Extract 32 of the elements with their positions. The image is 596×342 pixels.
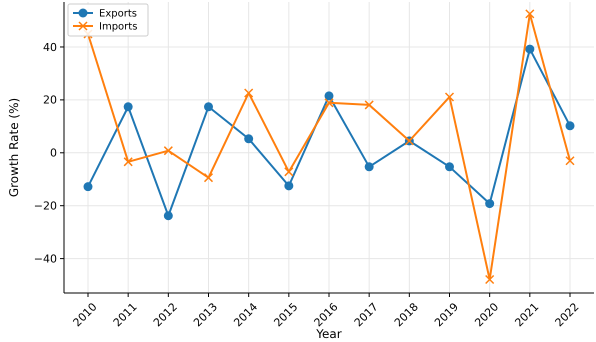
point [566,121,574,130]
point [525,9,535,19]
point [244,88,254,98]
point [485,199,494,208]
y-tick-label: 40 [43,40,57,54]
point [484,274,494,284]
point [364,162,374,172]
point [444,92,454,102]
y-tick-label: 0 [50,146,57,160]
y-axis-title: Growth Rate (%) [7,98,21,198]
point [324,91,334,100]
point [324,98,334,108]
legend-label: Exports [99,8,137,20]
point [124,102,133,112]
legend-label: Imports [99,22,138,32]
point [565,156,575,166]
point [204,102,213,112]
point [164,146,174,156]
y-tick-label: 20 [43,94,57,107]
point [244,134,254,144]
y-tick-label: −20 [34,200,57,213]
x-axis-title: Year [315,327,342,341]
point [445,162,454,172]
point [284,181,294,190]
point [204,172,214,182]
point [164,211,173,220]
point [525,44,534,54]
point [123,157,133,167]
point [84,182,92,192]
point [364,100,374,110]
point [284,167,294,177]
y-tick-label: −40 [34,252,57,266]
